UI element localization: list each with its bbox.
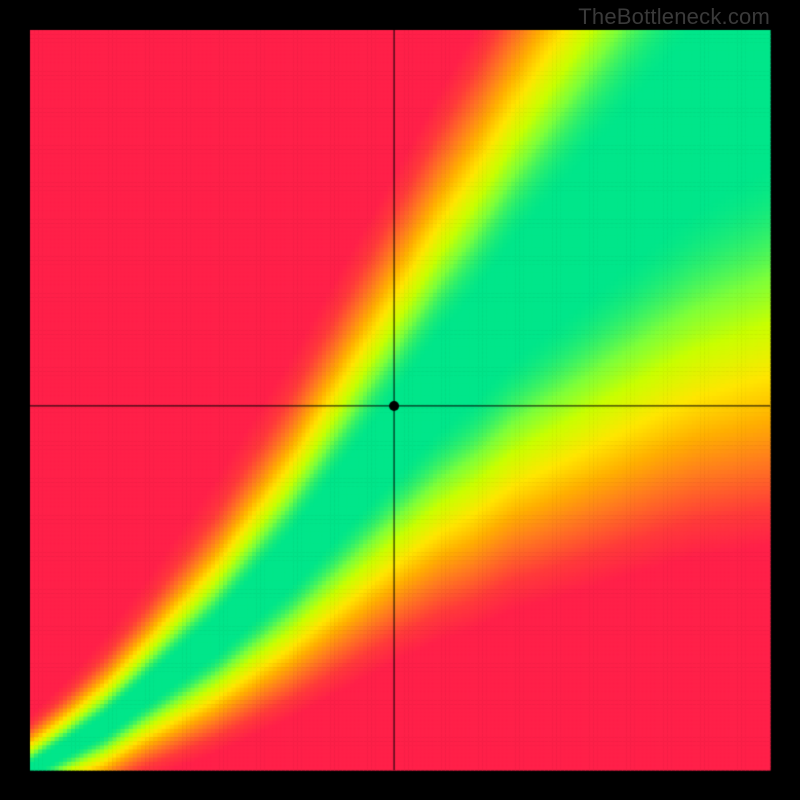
root: TheBottleneck.com [0,0,800,800]
heatmap-canvas [0,0,800,800]
watermark-text: TheBottleneck.com [578,4,770,30]
